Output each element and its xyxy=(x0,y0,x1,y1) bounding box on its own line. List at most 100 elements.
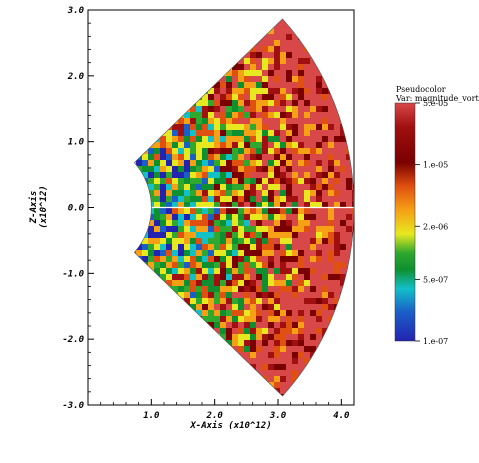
field-cell xyxy=(124,328,131,335)
field-cell xyxy=(250,274,257,281)
field-cell xyxy=(286,238,293,245)
field-cell xyxy=(256,340,263,347)
field-cell xyxy=(106,400,113,407)
field-cell xyxy=(286,376,293,383)
field-cell xyxy=(202,184,209,191)
field-cell xyxy=(106,58,113,65)
field-cell xyxy=(166,226,173,233)
field-cell xyxy=(214,340,221,347)
field-cell xyxy=(154,202,161,209)
field-cell xyxy=(118,358,125,365)
field-cell xyxy=(292,310,299,317)
field-cell xyxy=(196,118,203,125)
field-cell xyxy=(166,172,173,179)
field-cell xyxy=(280,238,287,245)
field-cell xyxy=(106,40,113,47)
field-cell xyxy=(134,88,137,95)
field-cell xyxy=(118,142,125,149)
field-cell xyxy=(250,166,257,173)
field-cell xyxy=(166,304,173,311)
field-cell xyxy=(134,382,137,389)
field-cell xyxy=(304,286,311,293)
field-cell xyxy=(292,286,299,293)
field-cell xyxy=(190,208,197,215)
field-cell xyxy=(304,334,311,341)
field-cell xyxy=(118,274,125,281)
field-cell xyxy=(124,370,131,377)
field-cell xyxy=(208,340,215,347)
field-cell xyxy=(244,352,251,359)
field-cell xyxy=(280,226,287,233)
field-cell xyxy=(346,208,353,215)
field-cell xyxy=(208,82,215,89)
field-cell xyxy=(322,112,329,119)
field-cell xyxy=(226,34,233,41)
field-cell xyxy=(346,232,353,239)
field-cell xyxy=(154,28,161,35)
field-cell xyxy=(166,130,173,137)
field-cell xyxy=(232,376,239,383)
field-cell xyxy=(310,250,317,257)
field-cell xyxy=(124,28,131,35)
field-cell xyxy=(268,136,275,143)
field-cell xyxy=(196,388,203,395)
field-cell xyxy=(352,142,354,149)
field-cell xyxy=(286,18,293,23)
field-cell xyxy=(220,190,227,197)
field-cell xyxy=(112,52,119,59)
field-cell xyxy=(190,238,197,245)
field-cell xyxy=(202,64,209,71)
field-cell xyxy=(166,52,173,59)
field-cell xyxy=(304,124,311,131)
field-cell xyxy=(328,220,335,227)
field-cell xyxy=(100,10,107,17)
field-cell xyxy=(94,268,101,275)
field-cell xyxy=(202,274,209,281)
field-cell xyxy=(280,256,287,263)
field-cell xyxy=(136,100,143,107)
field-cell xyxy=(250,292,257,299)
field-cell xyxy=(238,160,245,167)
field-cell xyxy=(292,304,299,311)
field-cell xyxy=(340,196,347,203)
field-cell xyxy=(334,274,341,281)
field-cell xyxy=(196,334,203,341)
field-cell xyxy=(208,202,215,209)
field-cell xyxy=(226,232,233,239)
field-cell xyxy=(274,346,281,353)
field-cell xyxy=(268,94,275,101)
field-cell xyxy=(184,340,191,347)
field-cell xyxy=(250,52,257,59)
field-cell xyxy=(94,364,101,371)
field-cell xyxy=(178,160,185,167)
field-cell xyxy=(280,160,287,167)
field-cell xyxy=(148,358,155,365)
field-cell xyxy=(250,28,257,35)
field-cell xyxy=(244,202,251,209)
field-cell xyxy=(118,322,125,329)
field-cell xyxy=(238,250,245,257)
field-cell xyxy=(184,352,191,359)
field-cell xyxy=(322,94,329,101)
field-cell xyxy=(298,346,305,353)
field-cell xyxy=(154,370,161,377)
field-cell xyxy=(154,382,161,389)
field-cell xyxy=(196,364,203,371)
field-cell xyxy=(280,70,287,77)
field-cell xyxy=(286,64,293,71)
field-cell xyxy=(172,22,179,29)
field-cell xyxy=(166,214,173,221)
field-cell xyxy=(136,130,143,137)
field-cell xyxy=(112,304,119,311)
field-cell xyxy=(184,18,191,23)
field-cell xyxy=(106,370,113,377)
field-cell xyxy=(202,244,209,251)
field-cell xyxy=(196,52,203,59)
field-cell xyxy=(184,292,191,299)
field-cell xyxy=(292,250,299,257)
field-cell xyxy=(118,28,125,35)
field-cell xyxy=(190,310,197,317)
field-cell xyxy=(160,82,167,89)
field-cell xyxy=(340,274,347,281)
field-cell xyxy=(334,280,341,287)
